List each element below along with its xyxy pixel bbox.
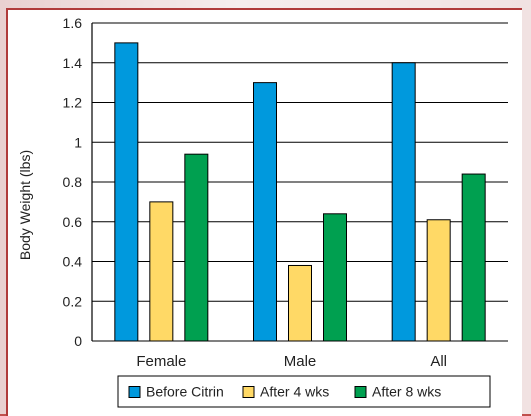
x-tick-label: All [430, 353, 447, 370]
x-tick-labels: Female Male All [136, 353, 447, 370]
y-tick-label: 0.8 [63, 174, 83, 190]
y-tick-label: 1.2 [63, 95, 83, 111]
x-tick-label: Female [136, 353, 186, 370]
bars [114, 42, 486, 342]
y-tick-label: 0.4 [63, 254, 83, 270]
legend-label: After 4 wks [260, 384, 329, 400]
bar-after-4-wks-female [149, 201, 174, 342]
y-axis-label: Body Weight (lbs) [17, 150, 33, 260]
y-tick-label: 1.4 [63, 55, 83, 71]
y-tick-label: 0.6 [63, 214, 83, 230]
legend-label: Before Citrin [146, 384, 224, 400]
y-tick-label: 0.2 [63, 293, 83, 309]
y-tick-label: 1.6 [63, 15, 83, 31]
bar-after-4-wks-all [426, 219, 451, 342]
y-tick-labels: 0 0.2 0.4 0.6 0.8 1 1.2 1.4 1.6 [63, 15, 83, 349]
bar-after-8-wks-all [461, 173, 486, 342]
bar-after-8-wks-male [323, 213, 347, 342]
bar-after-8-wks-female [184, 153, 209, 342]
bar-before-citrin-female [114, 42, 139, 342]
bar-after-4-wks-male [288, 264, 312, 342]
legend: Before Citrin After 4 wks After 8 wks [117, 375, 491, 408]
y-tick-label: 1 [74, 134, 82, 150]
legend-box [117, 375, 491, 408]
y-tick-label: 0 [74, 333, 82, 349]
x-tick-label: Male [284, 353, 317, 370]
legend-swatch [354, 386, 367, 398]
legend-swatch [128, 386, 141, 398]
legend-swatch [242, 386, 255, 398]
bar-before-citrin-all [391, 62, 416, 342]
bar-before-citrin-male [253, 82, 277, 342]
legend-label: After 8 wks [372, 384, 441, 400]
